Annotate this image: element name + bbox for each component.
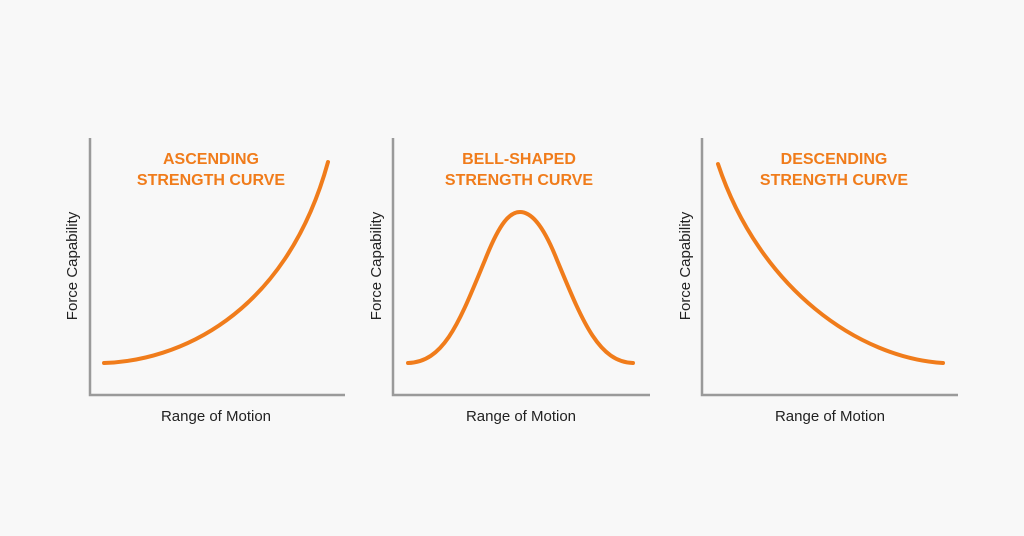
- panel-ascending-curve: [102, 160, 330, 365]
- panel-bell-y-label: Force Capability: [368, 211, 385, 320]
- panel-descending-curve: [716, 162, 945, 365]
- panel-ascending-title-line-1: ASCENDING: [163, 151, 259, 168]
- panel-bell-x-label: Range of Motion: [466, 408, 576, 425]
- panel-ascending-x-label: Range of Motion: [161, 408, 271, 425]
- panel-ascending-title-line-2: STRENGTH CURVE: [137, 172, 285, 189]
- panel-bell-title-line-2: STRENGTH CURVE: [445, 172, 593, 189]
- panel-descending-title-line-2: STRENGTH CURVE: [760, 172, 908, 189]
- panel-descending: DESCENDING STRENGTH CURVE Range of Motio…: [677, 138, 958, 425]
- panel-descending-x-label: Range of Motion: [775, 408, 885, 425]
- panel-bell-title-line-1: BELL-SHAPED: [462, 151, 576, 168]
- panel-ascending: ASCENDING STRENGTH CURVE Range of Motion…: [64, 138, 345, 425]
- panel-ascending-axes: [88, 138, 345, 397]
- panel-bell-curve: [406, 210, 635, 365]
- panel-descending-axes: [700, 138, 958, 397]
- panel-bell: BELL-SHAPED STRENGTH CURVE Range of Moti…: [368, 138, 650, 425]
- panel-descending-y-label: Force Capability: [677, 211, 694, 320]
- panel-ascending-y-label: Force Capability: [64, 211, 81, 320]
- panel-descending-title-line-1: DESCENDING: [781, 151, 888, 168]
- panel-bell-axes: [391, 138, 650, 397]
